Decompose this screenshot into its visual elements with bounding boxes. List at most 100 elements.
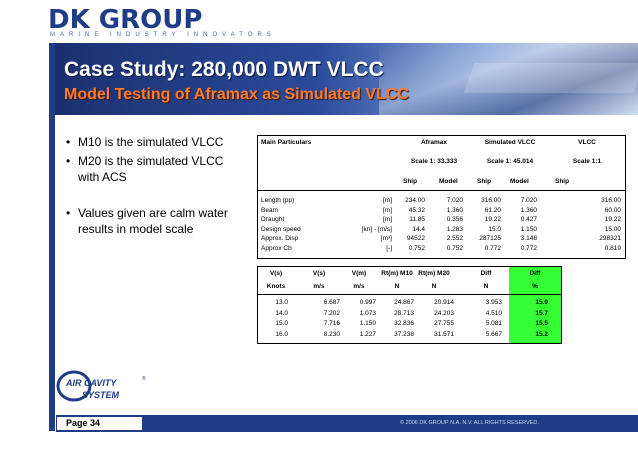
col-group-simulated-vlcc: Simulated VLCC [484, 139, 536, 146]
particular-value: 14.4 [412, 225, 425, 233]
results-unit: m/s [353, 283, 365, 290]
table-title: Main Particulars [261, 139, 312, 146]
particular-value: 287125 [479, 235, 501, 243]
copyright-notice: © 2006 DK GROUP N.A. N.V. ALL RIGHTS RES… [400, 420, 539, 426]
results-cell: 1.073 [359, 309, 376, 317]
particular-value: 61.20 [484, 206, 501, 214]
particular-value: 298321 [599, 235, 621, 243]
particular-unit: [m] [382, 216, 392, 224]
table-header [258, 136, 625, 191]
left-accent-bar [49, 43, 55, 431]
results-cell: 27.755 [434, 320, 454, 327]
col-group-vlcc: VLCC [578, 139, 596, 146]
logo-text-1: AIR CAVITY [65, 378, 117, 388]
results-cell: 6.687 [323, 299, 340, 306]
scale-label: Scale 1: 45.014 [486, 158, 534, 165]
particular-value: 15.0 [488, 225, 501, 233]
particular-value: 316.00 [601, 197, 621, 204]
diff-percent-highlight [509, 267, 561, 343]
particular-value: 7.020 [520, 197, 537, 204]
results-cell: 32.836 [394, 320, 414, 327]
col-group-aframax: Aframax [420, 139, 447, 146]
results-header: V(m) [351, 270, 367, 277]
footer-bar [56, 415, 638, 432]
scale-label: Scale 1: 33.333 [410, 158, 458, 165]
results-cell: 28.713 [394, 309, 414, 317]
bullet-item: Values given are calm water results in m… [66, 205, 246, 237]
bullet-item: M10 is the simulated VLCC [66, 134, 246, 150]
results-cell: 7.202 [323, 309, 340, 317]
results-unit: N [431, 283, 437, 290]
results-cell: 24.867 [394, 299, 414, 306]
results-cell: 31.571 [434, 330, 454, 338]
ship-image-hull [463, 63, 638, 93]
results-cell: 15.0 [275, 320, 288, 327]
results-cell: 15.2 [535, 330, 548, 338]
slide-title: Case Study: 280,000 DWT VLCC [64, 58, 384, 81]
results-header: V(s) [312, 270, 326, 277]
particular-value: 7.020 [446, 197, 463, 204]
results-header: Rt(m) M20 [418, 270, 450, 277]
particular-name: Draught [261, 216, 285, 224]
title-banner [49, 43, 638, 115]
results-cell: 15.9 [535, 299, 548, 306]
main-particulars-table: Main Particulars Aframax Simulated VLCC … [257, 135, 626, 259]
particular-value: 94522 [406, 235, 425, 243]
particular-value: 19.22 [604, 216, 621, 224]
logo-text-2: SYSTEM [82, 390, 120, 400]
particular-unit: [-] [386, 245, 392, 252]
results-cell: 16.0 [275, 330, 288, 338]
bullet-item: M20 is the simulated VLCC with ACS [66, 153, 246, 185]
subhead: Ship [403, 178, 418, 185]
results-cell: 1.227 [359, 330, 376, 338]
page-box [57, 417, 142, 430]
particular-value: 1.283 [446, 225, 463, 233]
top-band [0, 0, 638, 43]
particular-unit: [m] [382, 197, 392, 204]
results-cell: 20.914 [434, 299, 454, 306]
subhead: Model [439, 178, 458, 185]
results-unit: m/s [313, 283, 325, 290]
dk-group-logo: DK GROUP [48, 5, 203, 35]
particular-value: 0.427 [520, 216, 537, 224]
particular-name: Approx Cb [261, 245, 292, 252]
results-cell: 5.081 [485, 320, 502, 327]
results-cell: 37.238 [394, 330, 414, 338]
resistance-results-table: V(s) Knots V(s) m/s V(m) m/s Rt(m) M10 N Rt(m) M… [257, 266, 562, 344]
particular-value: 0.819 [604, 245, 621, 252]
ship-image [379, 43, 638, 115]
particular-value: 316.00 [481, 197, 501, 204]
particular-unit: [kn] - [m/s] [361, 225, 392, 233]
particular-value: 0.772 [484, 245, 501, 252]
results-header: V(s) [269, 270, 283, 277]
bullet-list: M10 is the simulated VLCC M20 is the sim… [66, 134, 246, 240]
results-header: Diff [480, 270, 492, 277]
particular-value: 45.32 [408, 206, 425, 214]
particular-value: 0.356 [446, 216, 463, 224]
results-cell: 3.953 [485, 299, 502, 306]
tagline: MARINE INDUSTRY INNOVATORS [50, 32, 276, 38]
particular-value: 15.00 [604, 225, 621, 233]
particular-value: 1.150 [520, 225, 537, 233]
results-cell: 14.0 [275, 309, 288, 317]
particular-value: 0.752 [446, 245, 463, 252]
results-unit: N [394, 283, 400, 290]
particular-value: 1.360 [446, 206, 463, 214]
air-cavity-system-logo: AIR CAVITY ® SYSTEM [56, 370, 146, 402]
subhead: Model [510, 178, 529, 185]
results-cell: 7.716 [323, 320, 340, 327]
subhead: Ship [555, 178, 570, 185]
page-number: Page 34 [66, 418, 101, 428]
particular-value: 19.22 [484, 216, 501, 224]
logo-mark: ® [142, 375, 146, 382]
results-header: Rt(m) M10 [381, 270, 413, 277]
results-unit: N [483, 283, 489, 290]
particular-value: 0.752 [408, 245, 425, 252]
results-header: Diff [529, 270, 541, 277]
results-cell: 13.0 [275, 299, 288, 306]
results-cell: 8.230 [323, 330, 340, 338]
particular-value: 1.360 [520, 206, 537, 214]
particular-name: Approx. Disp [261, 235, 299, 243]
results-cell: 15.7 [535, 309, 548, 317]
particular-value: 60.00 [604, 206, 621, 214]
